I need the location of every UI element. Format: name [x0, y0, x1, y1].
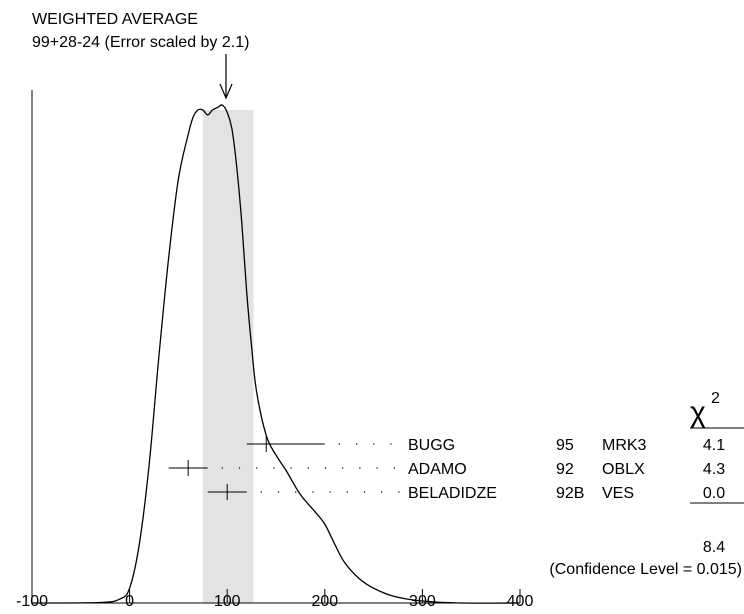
measurement-year: 92B [556, 485, 584, 502]
measurement-experiment: VES [602, 485, 634, 502]
x-tick-label: 0 [125, 593, 134, 609]
band-layer [202, 110, 254, 603]
measurement-author: ADAMO [408, 461, 467, 478]
x-tick-label: 400 [507, 593, 534, 609]
chi2-table: BUGG 95 MRK3 4.1 ADAMO 92 OBLX 4.3 BELADIDZE 92B V… [408, 437, 744, 504]
measurement-chi2: 4.1 [703, 437, 725, 454]
axis-layer: -100 0 100 200 300 400 [16, 90, 534, 610]
measurement-experiment: MRK3 [602, 437, 647, 454]
confidence-level: (Confidence Level = 0.015) [549, 561, 742, 578]
measurement-layer [168, 436, 402, 500]
measurement-chi2: 4.3 [703, 461, 725, 478]
measurement-year: 92 [556, 461, 574, 478]
chi2-total: 8.4 [703, 539, 725, 556]
x-tick-label: 300 [409, 593, 436, 609]
ideogram-curve [31, 104, 521, 604]
x-tick-label: 200 [311, 593, 338, 609]
chi2-header: χ [690, 396, 706, 429]
measurement-author: BUGG [408, 437, 455, 454]
measurement-year: 95 [556, 437, 574, 454]
measurement-author: BELADIDZE [408, 485, 497, 502]
average-arrow-head [219, 83, 233, 100]
measurement-experiment: OBLX [602, 461, 645, 478]
error-band [202, 110, 254, 603]
measurement-chi2: 0.0 [703, 485, 725, 502]
x-tick-label: -100 [16, 593, 48, 609]
chi2-header-superscript: 2 [711, 390, 720, 407]
curve-layer [31, 104, 521, 604]
chart-title-line2: 99+28-24 (Error scaled by 2.1) [32, 34, 249, 51]
chart-title-line1: WEIGHTED AVERAGE [32, 11, 198, 28]
x-tick-label: 100 [214, 593, 241, 609]
